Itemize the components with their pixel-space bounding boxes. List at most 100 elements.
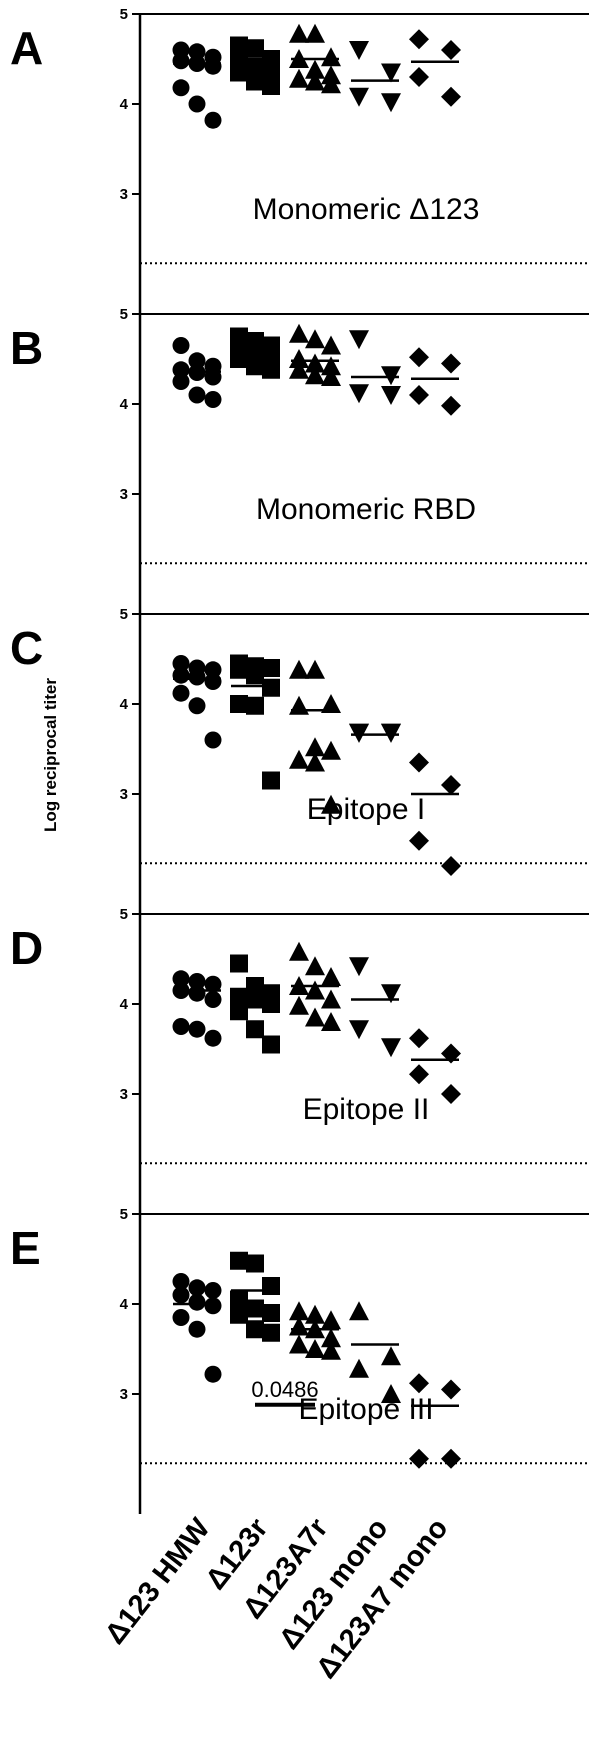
data-point bbox=[321, 740, 341, 760]
data-point bbox=[441, 40, 461, 60]
y-tick-label: 3 bbox=[120, 1086, 128, 1103]
data-point bbox=[305, 752, 325, 772]
data-point bbox=[349, 957, 369, 977]
data-point bbox=[305, 23, 325, 43]
data-point bbox=[289, 23, 309, 43]
panel-title: Epitope III bbox=[298, 1393, 433, 1426]
data-point bbox=[172, 970, 190, 988]
panel-title: Monomeric Δ123 bbox=[253, 193, 480, 226]
data-point bbox=[204, 975, 222, 993]
data-point bbox=[349, 723, 369, 743]
series-group bbox=[409, 347, 461, 416]
data-point bbox=[321, 1012, 341, 1031]
data-point bbox=[321, 1328, 341, 1348]
series-group bbox=[289, 941, 341, 1031]
data-point bbox=[381, 984, 401, 1004]
y-tick-label: 3 bbox=[120, 186, 128, 203]
data-point bbox=[305, 353, 325, 373]
data-point bbox=[204, 57, 222, 75]
data-point bbox=[246, 1254, 264, 1273]
data-point bbox=[204, 1282, 222, 1299]
data-point bbox=[305, 1339, 325, 1358]
panel-letter: D bbox=[10, 922, 43, 974]
data-point bbox=[188, 1320, 206, 1338]
series-group bbox=[172, 41, 222, 129]
data-point bbox=[349, 1020, 369, 1040]
y-tick-label: 5 bbox=[120, 6, 128, 23]
data-point bbox=[409, 29, 429, 50]
data-point bbox=[321, 1340, 341, 1360]
y-tick-label: 5 bbox=[120, 1206, 128, 1223]
data-point bbox=[246, 1299, 264, 1318]
data-point bbox=[409, 347, 429, 368]
data-point bbox=[289, 659, 309, 679]
data-point bbox=[289, 749, 309, 769]
series-group bbox=[230, 1251, 280, 1342]
data-point bbox=[289, 1316, 309, 1336]
data-point bbox=[381, 366, 401, 386]
data-point bbox=[289, 695, 309, 715]
data-point bbox=[381, 1384, 401, 1403]
data-point bbox=[204, 673, 222, 690]
y-tick-label: 3 bbox=[120, 1386, 128, 1403]
y-tick-label: 5 bbox=[120, 606, 128, 623]
data-point bbox=[230, 954, 248, 973]
series-group bbox=[230, 327, 280, 379]
data-point bbox=[188, 1020, 206, 1038]
data-point bbox=[172, 373, 190, 390]
data-point bbox=[349, 87, 369, 107]
y-tick-label: 4 bbox=[120, 96, 129, 113]
panel-letter: A bbox=[10, 22, 43, 74]
series-group bbox=[289, 659, 341, 814]
data-point bbox=[246, 990, 264, 1009]
panel-d: 5 4 3 D Epitope II bbox=[10, 906, 589, 1165]
data-point bbox=[246, 1020, 264, 1039]
data-point bbox=[262, 1277, 280, 1295]
data-point bbox=[381, 1346, 401, 1366]
panel-letter: C bbox=[10, 622, 43, 674]
panel-b: 5 4 3 B Monomeric RBD bbox=[10, 306, 589, 565]
data-point bbox=[441, 856, 461, 876]
series-group bbox=[349, 41, 401, 113]
panel-a: 5 4 3 A Monomeric Δ123 bbox=[10, 6, 589, 265]
data-point bbox=[172, 1018, 190, 1035]
data-point bbox=[262, 659, 280, 677]
series-group bbox=[289, 23, 341, 94]
y-tick-label: 4 bbox=[120, 1296, 129, 1313]
series-group bbox=[230, 36, 280, 95]
data-point bbox=[188, 697, 206, 715]
data-point bbox=[172, 79, 190, 97]
data-point bbox=[262, 77, 280, 95]
series-group bbox=[409, 1373, 461, 1469]
data-point bbox=[204, 991, 222, 1008]
data-point bbox=[321, 989, 341, 1009]
data-point bbox=[441, 1043, 461, 1064]
data-point bbox=[441, 395, 461, 416]
data-point bbox=[188, 984, 206, 1002]
data-point bbox=[441, 1379, 461, 1400]
data-point bbox=[230, 1251, 248, 1270]
series-group bbox=[172, 970, 222, 1047]
data-point bbox=[172, 337, 190, 354]
y-axis-title: Log reciprocal titer bbox=[41, 678, 60, 832]
panel-letter: B bbox=[10, 322, 43, 374]
data-point bbox=[289, 359, 309, 379]
series-group bbox=[289, 1301, 341, 1360]
series-group bbox=[289, 323, 341, 386]
data-point bbox=[441, 1084, 461, 1104]
y-tick-label: 4 bbox=[120, 696, 129, 713]
data-point bbox=[230, 1305, 248, 1324]
series-group bbox=[172, 655, 222, 749]
data-point bbox=[349, 384, 369, 404]
y-tick-label: 5 bbox=[120, 306, 128, 323]
series-group bbox=[409, 29, 461, 107]
data-point bbox=[409, 1448, 429, 1469]
data-point bbox=[188, 1279, 206, 1297]
data-point bbox=[262, 1035, 280, 1054]
data-point bbox=[172, 1286, 190, 1304]
data-point bbox=[262, 678, 280, 697]
data-point bbox=[289, 349, 309, 368]
data-point bbox=[305, 365, 325, 385]
y-tick-label: 3 bbox=[120, 486, 128, 503]
